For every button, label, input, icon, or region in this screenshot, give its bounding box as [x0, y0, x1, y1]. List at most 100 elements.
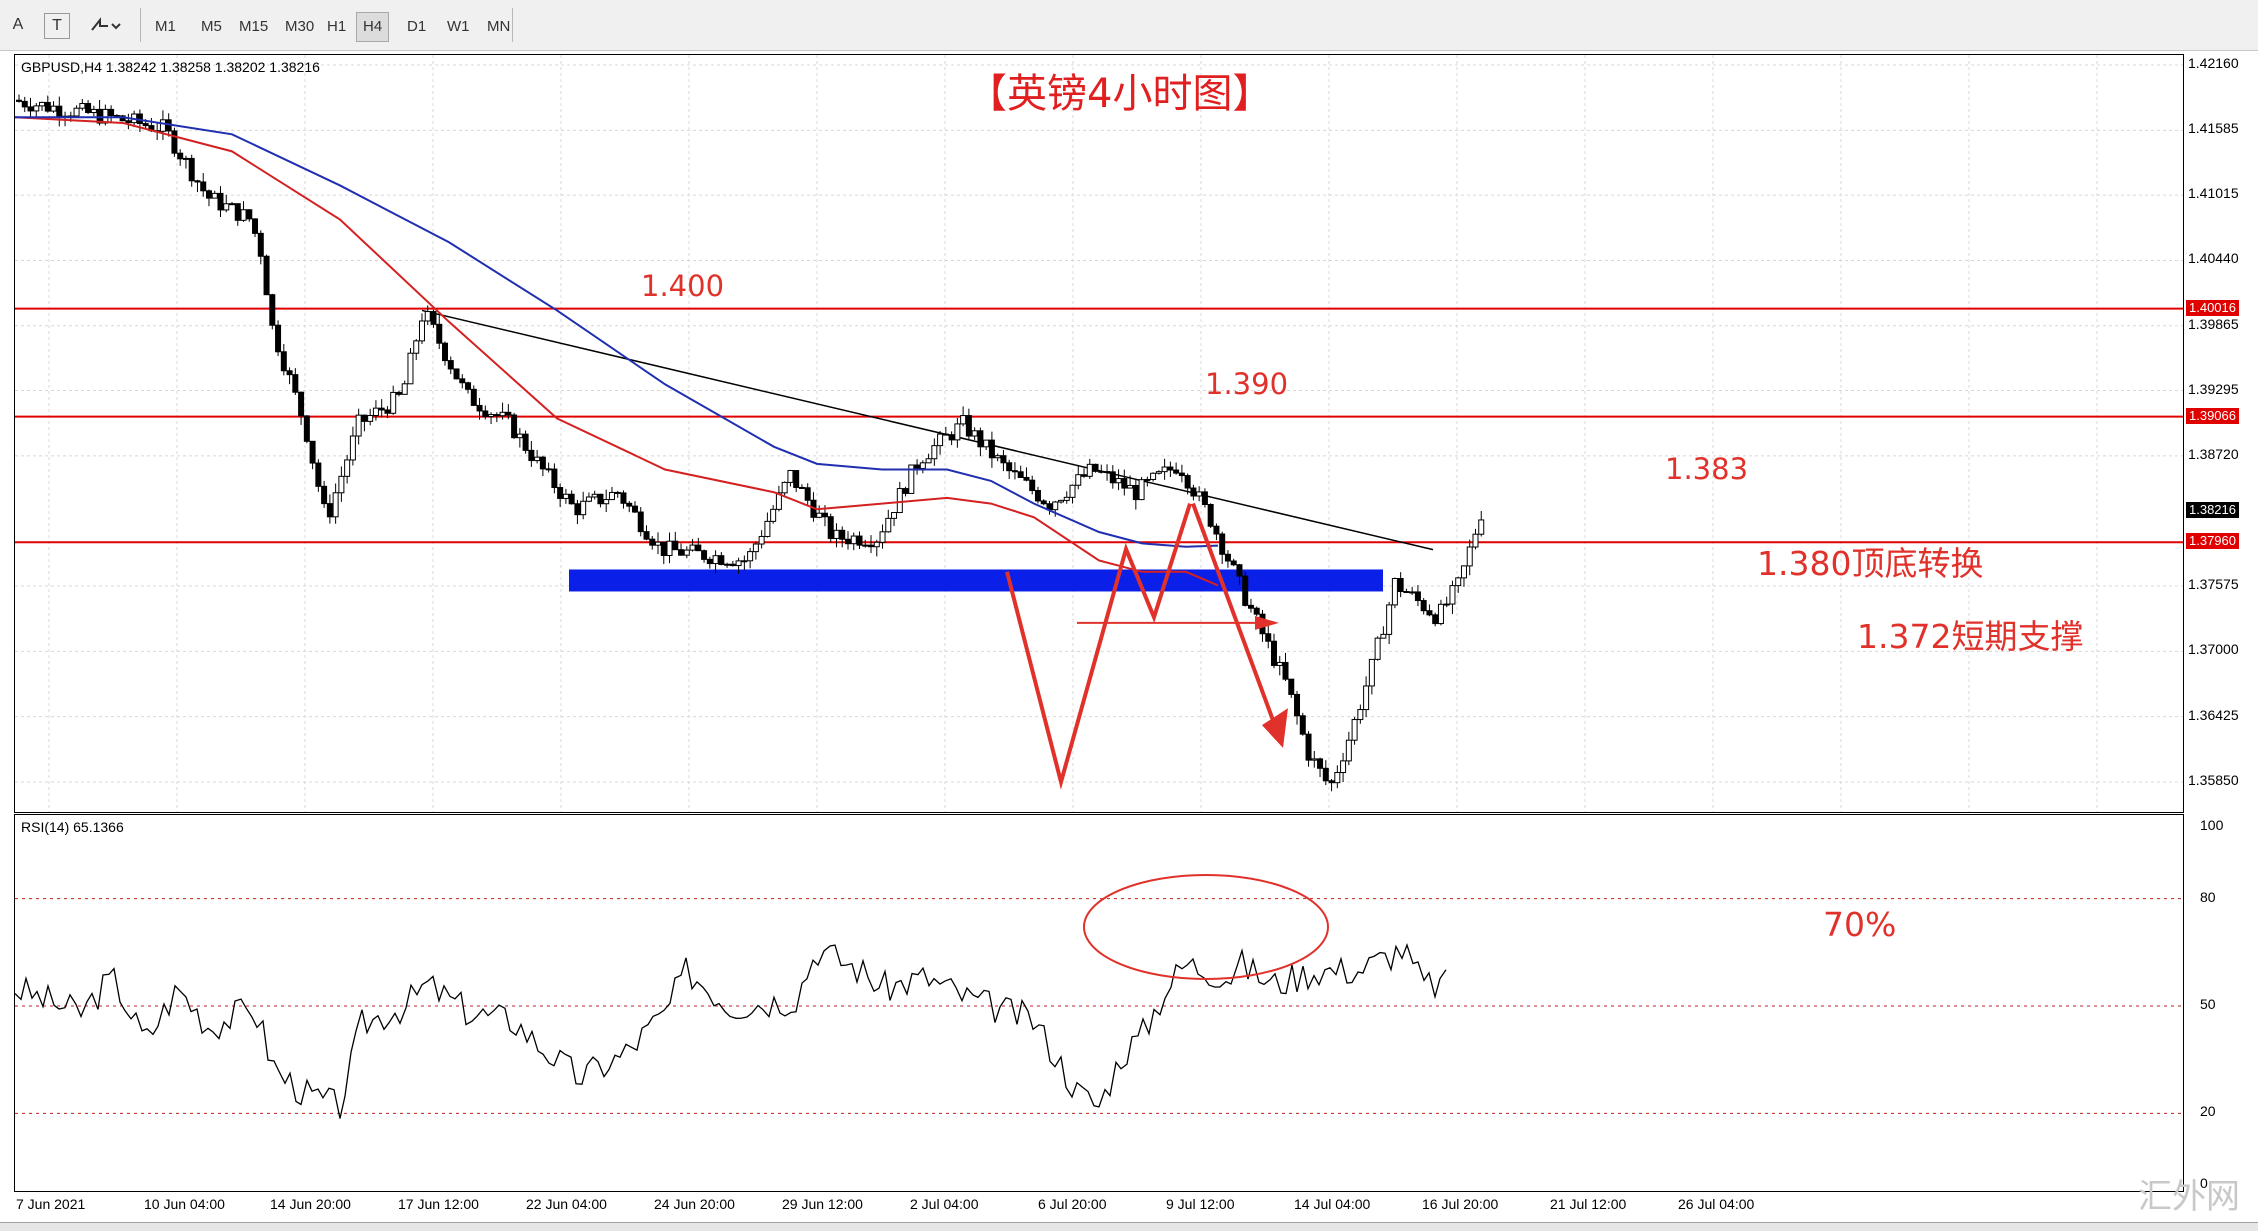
- timeframe-m15[interactable]: M15: [239, 18, 269, 35]
- candle-body: [1420, 600, 1427, 612]
- candle-body: [142, 123, 149, 127]
- timeframe-d1[interactable]: D1: [407, 18, 427, 35]
- annotation-1383: 1.383: [1665, 452, 1749, 486]
- candle-body: [1109, 471, 1116, 484]
- candle-body: [1432, 614, 1439, 625]
- price-box-1400: 1.40016: [2186, 300, 2239, 316]
- candle-body: [246, 209, 253, 220]
- price-tick-label: 1.35850: [2188, 772, 2239, 788]
- annotation-1400: 1.400: [641, 269, 725, 303]
- candle-body: [1086, 463, 1093, 477]
- candle-body: [378, 407, 385, 411]
- timeframe-m30[interactable]: M30: [285, 18, 315, 35]
- price-tick-label: 1.37000: [2188, 641, 2239, 658]
- timeframe-mn[interactable]: MN: [487, 18, 511, 35]
- timeframe-h1[interactable]: H1: [327, 18, 347, 35]
- candle-body: [367, 414, 374, 422]
- candle-body: [292, 374, 299, 393]
- candle-body: [1466, 546, 1473, 567]
- candle-body: [620, 492, 627, 504]
- price-tick-label: 1.39865: [2188, 315, 2239, 332]
- candle-body: [430, 311, 437, 325]
- candle-body: [977, 430, 984, 448]
- candle-body: [27, 106, 34, 112]
- candle-body: [372, 407, 379, 416]
- candle-body: [90, 108, 97, 114]
- candle-body: [465, 382, 472, 390]
- timeframe-h4[interactable]: H4: [356, 12, 390, 42]
- candle-body: [470, 388, 477, 406]
- candle-body: [539, 456, 546, 470]
- time-tick-label: 21 Jul 12:00: [1550, 1196, 1627, 1212]
- arrows-tool-icon[interactable]: [86, 10, 126, 40]
- candle-body: [585, 496, 592, 502]
- price-tick-label: 1.36425: [2188, 706, 2239, 723]
- candle-body: [798, 486, 805, 489]
- candle-body: [1190, 487, 1197, 497]
- time-tick-label: 9 Jul 12:00: [1166, 1196, 1235, 1212]
- time-tick-label: 26 Jul 04:00: [1678, 1196, 1755, 1212]
- candle-body: [528, 449, 535, 462]
- candle-body: [234, 203, 241, 221]
- candle-body: [706, 558, 713, 565]
- candle-body: [752, 543, 759, 553]
- text-tool-a[interactable]: A: [12, 16, 24, 33]
- timeframe-m1[interactable]: M1: [155, 18, 176, 35]
- candle-body: [85, 103, 92, 114]
- candle-body: [493, 414, 500, 417]
- candle-body: [821, 512, 828, 518]
- candle-body: [263, 255, 270, 296]
- moving-average-slow: [15, 116, 1219, 548]
- candle-body: [177, 152, 184, 160]
- rsi-pane[interactable]: RSI(14) 65.1366 70%: [14, 814, 2184, 1192]
- candle-body: [678, 549, 685, 556]
- time-tick-label: 10 Jun 04:00: [144, 1196, 225, 1212]
- candle-body: [948, 434, 955, 441]
- text-label-tool[interactable]: T: [44, 13, 70, 39]
- price-tick-label: 1.41585: [2188, 120, 2239, 137]
- candle-body: [1184, 475, 1191, 489]
- support-zone: [569, 569, 1383, 592]
- candle-body: [850, 535, 857, 545]
- candle-body: [626, 502, 633, 507]
- timeframe-w1[interactable]: W1: [447, 18, 470, 35]
- candle-body: [1075, 474, 1082, 486]
- candle-body: [332, 492, 339, 518]
- candle-body: [954, 423, 961, 441]
- price-tick-label: 1.42160: [2188, 55, 2239, 71]
- price-box-current: 1.38216: [2186, 502, 2239, 518]
- candle-body: [1132, 484, 1139, 501]
- candle-body: [413, 340, 420, 354]
- timeframe-m5[interactable]: M5: [201, 18, 222, 35]
- candle-body: [1403, 591, 1410, 594]
- candle-body: [1224, 553, 1231, 562]
- candle-body: [1173, 469, 1180, 474]
- candle-body: [182, 157, 189, 160]
- candle-body: [1409, 591, 1416, 594]
- candle-body: [718, 555, 725, 565]
- candle-body: [1127, 484, 1134, 489]
- price-chart-pane[interactable]: GBPUSD,H4 1.38242 1.38258 1.38202 1.3821…: [14, 54, 2184, 813]
- candle-body: [1478, 519, 1485, 535]
- candle-body: [1397, 577, 1404, 593]
- candle-body: [937, 433, 944, 447]
- candle-body: [597, 493, 604, 505]
- candle-body: [1443, 603, 1450, 606]
- candle-body: [942, 433, 949, 436]
- candle-body: [660, 541, 667, 556]
- candle-body: [931, 445, 938, 460]
- candle-body: [701, 550, 708, 560]
- candle-body: [108, 108, 115, 117]
- candle-body: [862, 544, 869, 547]
- candle-body: [1155, 471, 1162, 474]
- candle-body: [729, 563, 736, 567]
- candle-body: [355, 414, 362, 437]
- candle-body: [418, 320, 425, 342]
- annotation-70-percent: 70%: [1823, 905, 1897, 944]
- candle-body: [211, 192, 218, 199]
- symbol-tab-bar[interactable]: [0, 1222, 2258, 1231]
- candle-body: [424, 311, 431, 322]
- candle-body: [459, 378, 466, 384]
- watermark-logo: 汇外网: [2138, 1177, 2240, 1217]
- rsi-canvas: [15, 874, 2183, 1119]
